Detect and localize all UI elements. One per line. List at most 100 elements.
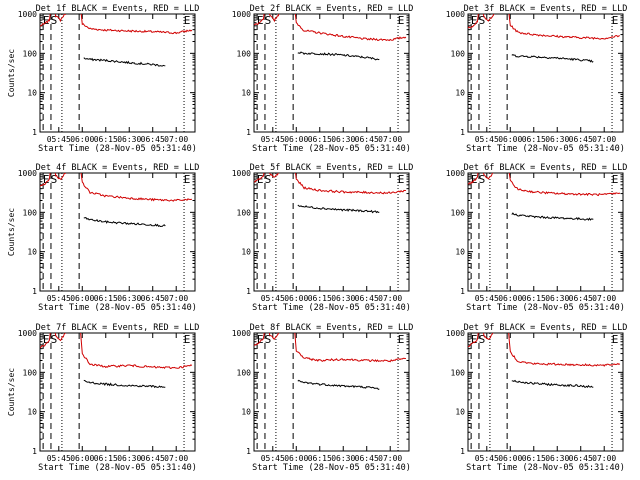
y-tick-label: 1	[460, 447, 465, 456]
y-tick-label: 1000	[18, 10, 37, 19]
events-rate-trace	[511, 379, 594, 388]
y-tick-label: 1	[32, 128, 37, 137]
x-tick-label: 06:30	[331, 294, 355, 303]
x-tick-label: 06:00	[498, 135, 522, 144]
x-tick-label: 06:15	[308, 135, 332, 144]
panel-title: Det 3f BLACK = Events, RED = LLD	[464, 4, 628, 14]
y-tick-label: 1000	[232, 329, 251, 338]
y-tick-label: 10	[241, 408, 251, 417]
x-tick-label: 06:15	[308, 294, 332, 303]
x-axis-label: Start Time (28-Nov-05 05:31:40)	[466, 303, 625, 313]
panel-title: Det 7f BLACK = Events, RED = LLD	[36, 323, 200, 333]
plot-frame	[39, 13, 196, 133]
plot-frame	[467, 332, 624, 452]
x-tick-label: 06:30	[117, 294, 141, 303]
x-tick-label: 05:45	[47, 135, 71, 144]
event-marker-label: E	[471, 14, 478, 27]
y-tick-label: 100	[237, 208, 252, 217]
x-tick-label: 07:00	[164, 294, 188, 303]
y-tick-label: 10	[241, 248, 251, 257]
lld-rate-trace	[40, 173, 192, 202]
panel-title: Det 6f BLACK = Events, RED = LLD	[464, 163, 628, 173]
x-tick-label: 06:45	[569, 454, 593, 463]
y-tick-label: 1	[32, 447, 37, 456]
y-tick-label: 100	[237, 49, 252, 58]
x-tick-label: 06:15	[308, 454, 332, 463]
lld-rate-trace	[254, 333, 406, 363]
y-axis-label: Counts/sec	[7, 49, 16, 97]
panel-title: Det 5f BLACK = Events, RED = LLD	[250, 163, 414, 173]
event-marker-label: E	[612, 333, 619, 346]
x-tick-label: 06:45	[141, 294, 165, 303]
x-tick-label: 06:00	[284, 135, 308, 144]
y-tick-label: 1	[246, 128, 251, 137]
x-axis-label: Start Time (28-Nov-05 05:31:40)	[252, 303, 411, 313]
event-marker-label: E	[43, 14, 50, 27]
x-tick-label: 07:00	[164, 454, 188, 463]
x-tick-label: 05:45	[475, 454, 499, 463]
x-tick-label: 07:00	[592, 294, 616, 303]
x-tick-label: 06:00	[70, 454, 94, 463]
x-tick-label: 06:00	[70, 294, 94, 303]
lld-rate-trace	[468, 14, 620, 40]
event-marker-label: S	[265, 14, 272, 27]
event-marker-label: E	[398, 173, 405, 186]
x-tick-label: 06:00	[498, 454, 522, 463]
y-tick-label: 10	[27, 408, 37, 417]
event-marker-label: E	[257, 333, 264, 346]
x-tick-label: 06:00	[498, 294, 522, 303]
x-tick-label: 05:45	[475, 135, 499, 144]
event-marker-label: E	[612, 14, 619, 27]
events-rate-trace	[511, 212, 594, 221]
x-tick-label: 07:00	[378, 135, 402, 144]
panel-title: Det 9f BLACK = Events, RED = LLD	[464, 323, 628, 333]
x-tick-label: 06:30	[331, 454, 355, 463]
detector-panel-1: Det 1f BLACK = Events, RED = LLD 1 10 100 10…	[7, 4, 199, 154]
plot-frame	[467, 13, 624, 133]
lld-rate-trace	[468, 173, 621, 197]
lld-rate-trace	[40, 333, 193, 370]
event-marker-label: E	[184, 173, 191, 186]
events-rate-trace	[297, 379, 380, 391]
x-tick-label: 07:00	[378, 294, 402, 303]
x-tick-label: 06:45	[569, 135, 593, 144]
detector-panel-9: Det 9f BLACK = Events, RED = LLD 1 10 100 10…	[446, 323, 628, 473]
y-tick-label: 100	[237, 368, 252, 377]
plot-frame	[39, 172, 196, 292]
plot-frame	[467, 172, 624, 292]
event-marker-label: S	[479, 333, 486, 346]
y-tick-label: 1000	[446, 329, 465, 338]
event-marker-label: E	[43, 333, 50, 346]
event-marker-label: E	[612, 173, 619, 186]
event-marker-label: E	[398, 333, 405, 346]
panel-title: Det 2f BLACK = Events, RED = LLD	[250, 4, 414, 14]
event-marker-label: S	[51, 333, 58, 346]
lld-rate-trace	[254, 14, 407, 42]
x-axis-label: Start Time (28-Nov-05 05:31:40)	[38, 144, 197, 154]
x-tick-label: 06:30	[545, 135, 569, 144]
events-rate-trace	[83, 57, 166, 67]
y-axis-label: Counts/sec	[7, 208, 16, 256]
x-tick-label: 06:45	[355, 454, 379, 463]
x-axis-label: Start Time (28-Nov-05 05:31:40)	[252, 144, 411, 154]
detector-panel-3: Det 3f BLACK = Events, RED = LLD 1 10 100 10…	[446, 4, 628, 154]
event-marker-label: E	[184, 14, 191, 27]
event-marker-label: E	[43, 173, 50, 186]
event-marker-label: E	[184, 333, 191, 346]
x-tick-label: 06:30	[331, 135, 355, 144]
y-tick-label: 1	[460, 287, 465, 296]
x-tick-label: 06:15	[522, 294, 546, 303]
events-rate-trace	[83, 217, 166, 228]
x-tick-label: 06:15	[522, 135, 546, 144]
y-tick-label: 1	[460, 128, 465, 137]
x-tick-label: 06:15	[94, 294, 118, 303]
x-axis-label: Start Time (28-Nov-05 05:31:40)	[466, 463, 625, 473]
x-tick-label: 05:45	[261, 454, 285, 463]
y-tick-label: 1000	[446, 10, 465, 19]
detector-panel-4: Det 4f BLACK = Events, RED = LLD 1 10 100 10…	[7, 163, 199, 313]
y-tick-label: 100	[451, 49, 466, 58]
x-tick-label: 05:45	[47, 294, 71, 303]
y-tick-label: 10	[241, 89, 251, 98]
x-axis-label: Start Time (28-Nov-05 05:31:40)	[252, 463, 411, 473]
x-tick-label: 06:30	[545, 454, 569, 463]
